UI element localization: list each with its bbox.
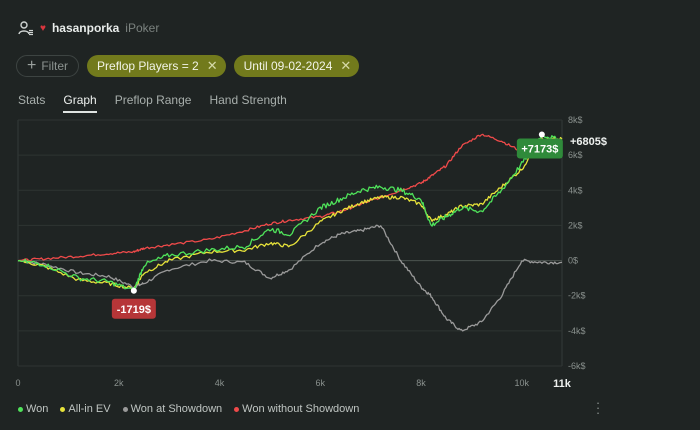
filter-chip-until-date[interactable]: Until 09-02-2024 ✕ (233, 55, 360, 77)
close-icon[interactable]: ✕ (206, 58, 218, 73)
user-header: ♥ hasanporka iPoker (18, 18, 159, 38)
y-tick-label: 0$ (568, 256, 578, 266)
legend-label: Won (26, 403, 49, 415)
min-badge-label: -1719$ (117, 304, 151, 316)
filter-bar: + Filter Preflop Players = 2 ✕ Until 09-… (16, 55, 360, 77)
x-tick-label: 8k (416, 378, 426, 388)
y-tick-label: 6k$ (568, 150, 583, 160)
close-icon[interactable]: ✕ (340, 58, 352, 73)
tab-hand-strength[interactable]: Hand Strength (209, 93, 287, 107)
y-tick-label: -2k$ (568, 291, 586, 301)
legend-label: Won without Showdown (242, 403, 360, 415)
x-max-label: 11k (553, 378, 572, 390)
y-tick-label: 4k$ (568, 185, 583, 195)
filter-chip-preflop-players[interactable]: Preflop Players = 2 ✕ (87, 55, 226, 77)
x-tick-label: 6k (315, 378, 325, 388)
legend-item-nonshowdown[interactable]: Won without Showdown (234, 403, 359, 415)
user-icon[interactable] (18, 20, 34, 36)
x-tick-label: 0 (15, 378, 20, 388)
tab-graph[interactable]: Graph (63, 93, 97, 113)
network-label: iPoker (125, 21, 160, 35)
filter-chip-label: Until 09-02-2024 (243, 59, 333, 73)
y-tick-label: -6k$ (568, 361, 586, 371)
series-line-showdown (17, 224, 563, 332)
series-line-nonshowdown (17, 133, 563, 262)
final-value-label: +6805$ (570, 136, 607, 148)
filter-chip-label: Preflop Players = 2 (97, 59, 199, 73)
legend-swatch (122, 406, 128, 412)
tab-stats[interactable]: Stats (18, 93, 46, 107)
legend-label: All-in EV (68, 403, 111, 415)
profit-graph[interactable]: 8k$ 6k$ 4k$ 2k$ 0$ -2k$ -4k$ -6k$ 0 2k 4k 6k 8k 10k 11… (0, 112, 700, 394)
min-point-marker (130, 287, 137, 294)
username: hasanporka (51, 21, 120, 35)
y-tick-label: 2k$ (568, 220, 583, 230)
y-tick-label: -4k$ (568, 326, 586, 336)
max-point-marker (538, 131, 545, 138)
heart-icon: ♥ (40, 22, 46, 34)
legend-item-allin-ev[interactable]: All-in EV (60, 403, 111, 415)
min-badge (111, 298, 156, 319)
legend-item-won[interactable]: Won (18, 403, 48, 415)
y-tick-label: 8k$ (568, 115, 583, 125)
tab-preflop-range[interactable]: Preflop Range (114, 93, 192, 107)
legend-label: Won at Showdown (130, 403, 223, 415)
x-tick-label: 10k (514, 378, 529, 388)
legend-swatch (60, 406, 66, 412)
plus-icon: + (27, 57, 37, 74)
chart-legend: Won All-in EV Won at Showdown Won withou… (18, 403, 359, 415)
more-options-icon[interactable]: · · · (595, 395, 601, 420)
x-tick-label: 4k (215, 378, 225, 388)
legend-item-showdown[interactable]: Won at Showdown (122, 403, 223, 415)
max-badge-label: +7173$ (521, 144, 558, 156)
series-line-allin_ev (17, 136, 563, 291)
legend-swatch (18, 406, 23, 412)
x-tick-label: 2k (114, 378, 124, 388)
add-filter-label: Filter (41, 59, 69, 73)
add-filter-button[interactable]: + Filter (16, 55, 80, 77)
legend-swatch (234, 406, 240, 412)
max-badge (516, 138, 563, 159)
tab-bar: Stats Graph Preflop Range Hand Strength (18, 93, 287, 113)
